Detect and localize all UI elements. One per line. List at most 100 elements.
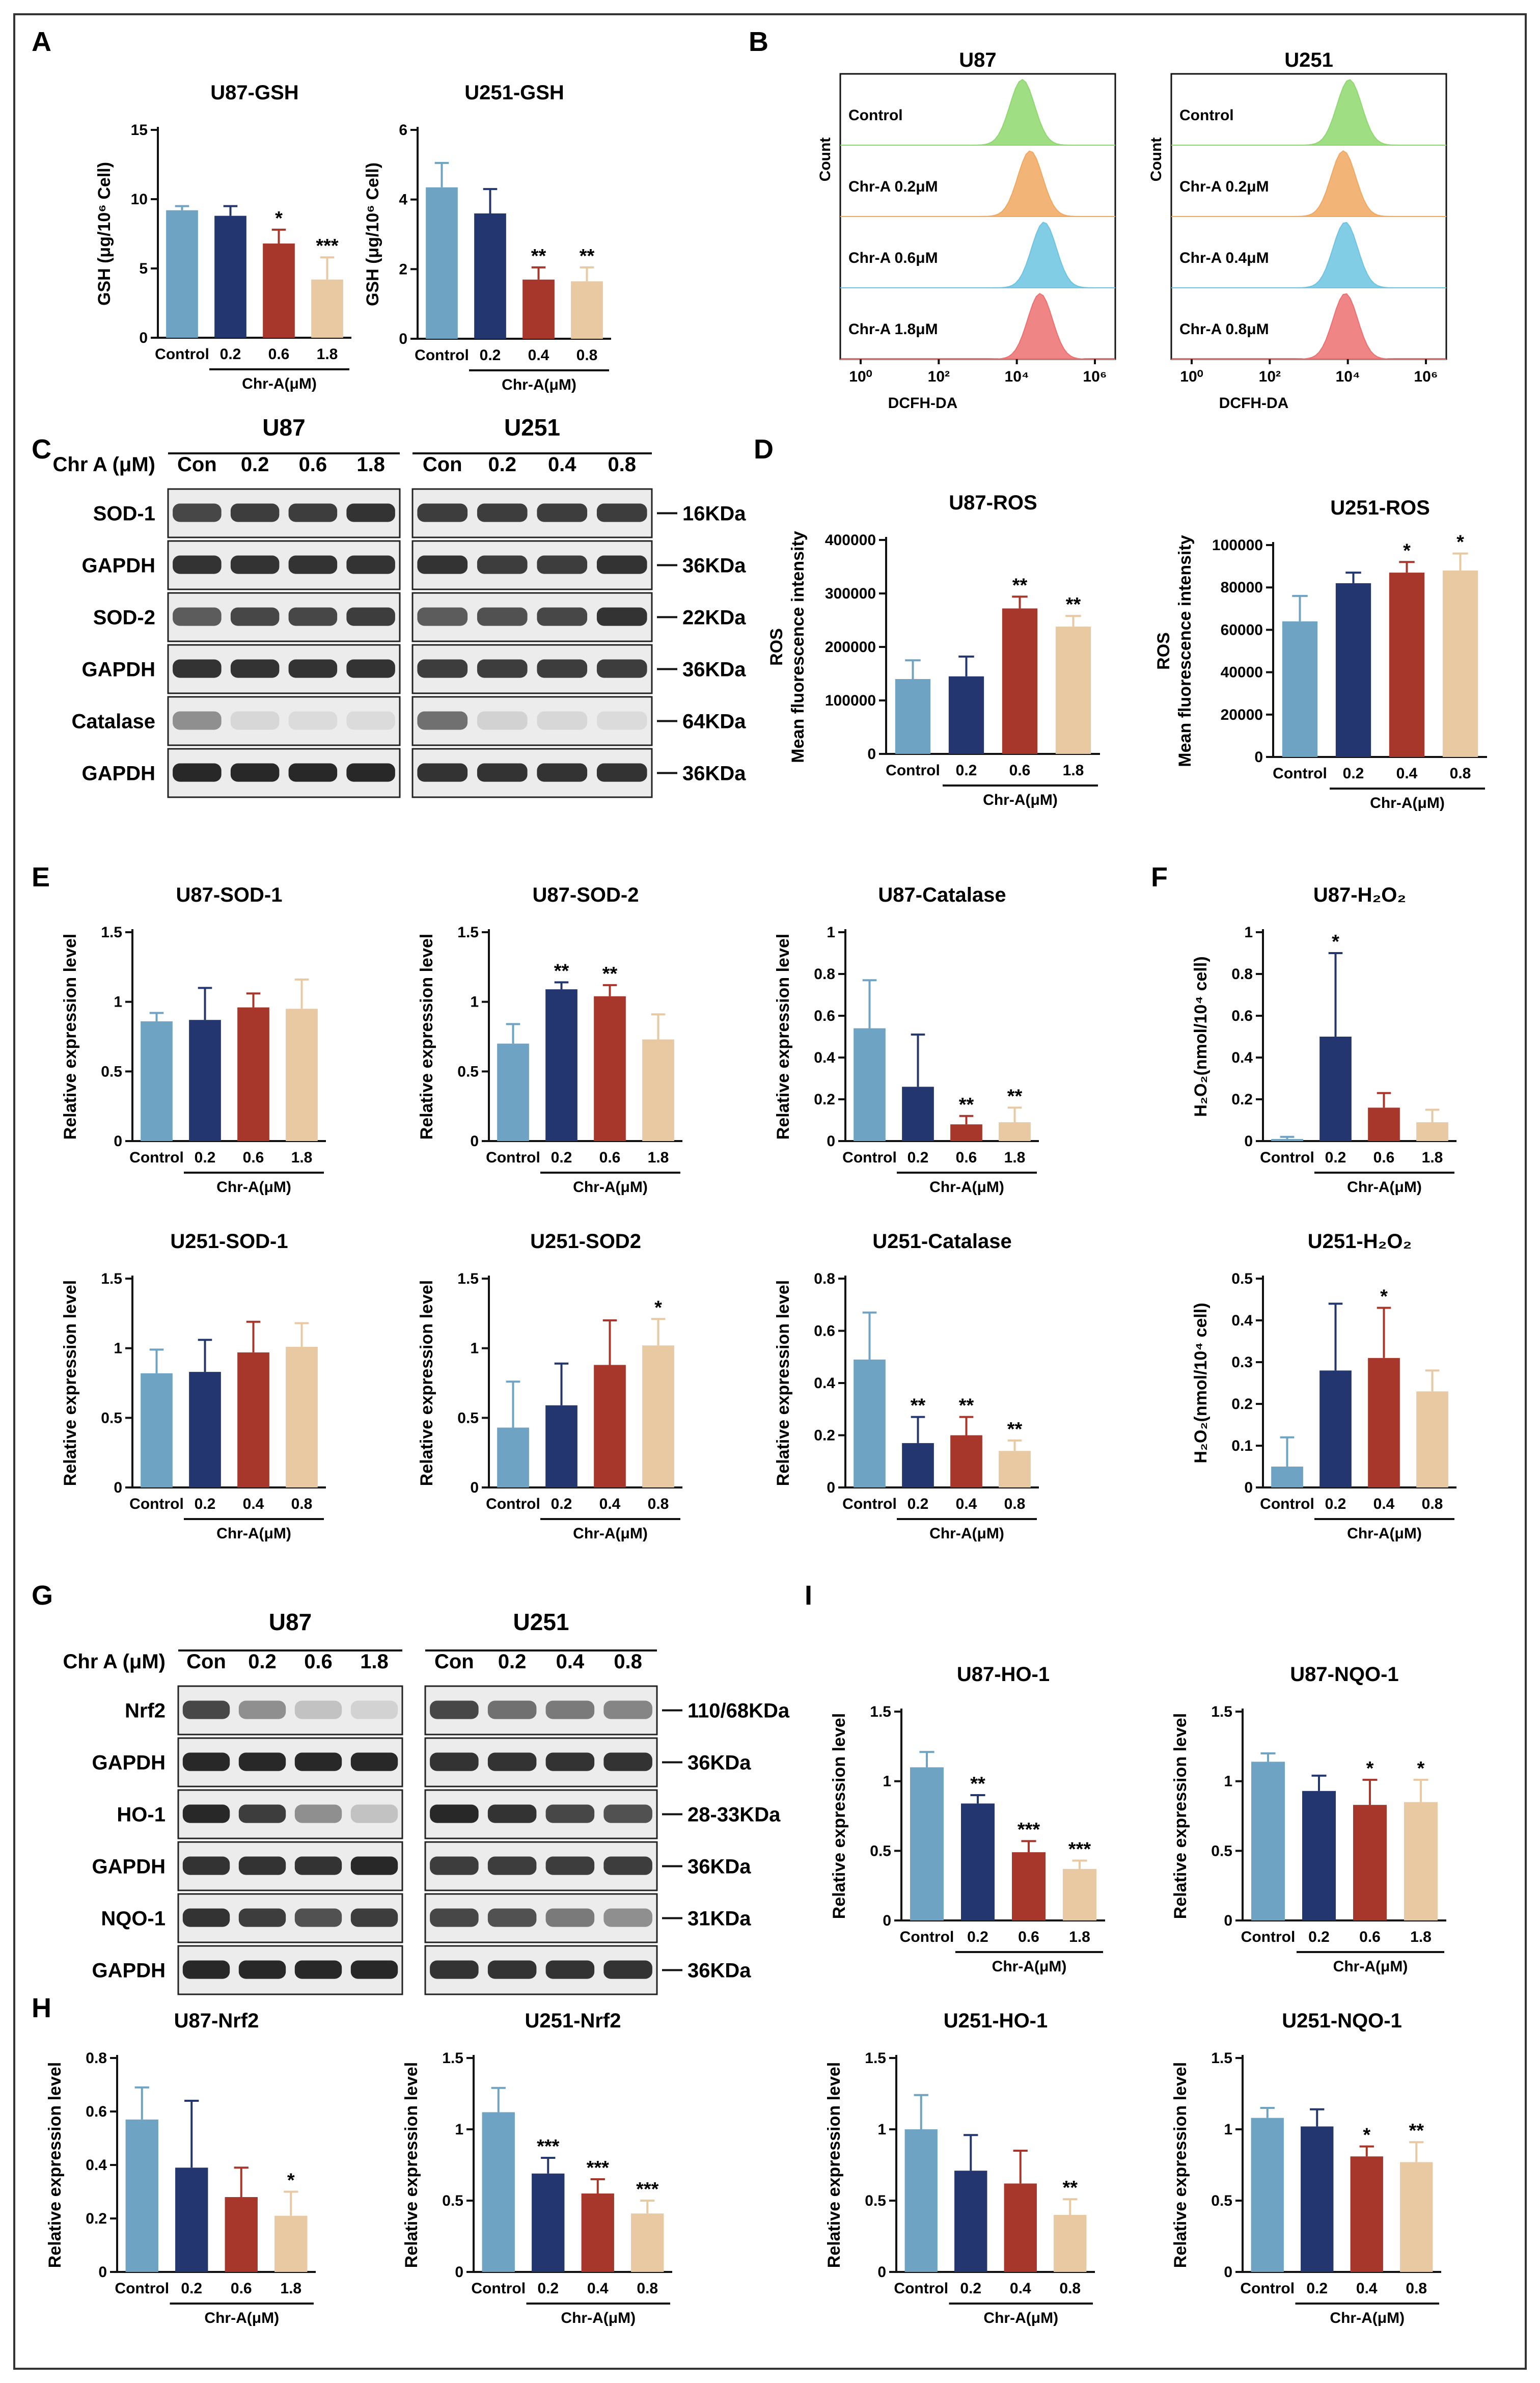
blot-c-band [477,607,528,626]
blot-g-band [430,1908,479,1927]
chart-e4-title: U251-SOD-1 [170,1230,288,1253]
blot-c-band [417,763,468,782]
chart-f1-bar [1368,1107,1400,1141]
blot-c-band [477,763,528,782]
chart-h1-significance: * [287,2170,295,2191]
chart-f2-y-tick-label: 0.5 [1231,1270,1253,1287]
chart-i4-y-tick-label: 0.5 [1211,2192,1232,2209]
chart-e4-y-tick-label: 0 [114,1479,122,1496]
chart-d2-bar [1389,573,1425,757]
chart-e5-y-tick-label: 0.5 [457,1410,479,1426]
chart-i4-bar [1350,2156,1383,2272]
blot-c-lane-label: 0.6 [299,453,327,476]
chart-h2-y-tick-label: 1 [455,2121,463,2138]
blot-g-lane-label: 0.4 [556,1650,585,1673]
chart-i2-y-tick-label: 1.5 [1211,1703,1232,1720]
chart-i3-x-tick-label: 0.8 [1059,2280,1081,2297]
flow-b2-histogram [1171,150,1446,217]
chart-e4-y-tick-label: 1.5 [101,1270,122,1287]
chart-h2-bar [631,2213,664,2272]
chart-i1-x-group-label: Chr-A(μM) [992,1958,1067,1975]
chart-a1-bar [263,243,295,338]
blot-c-band [346,763,395,782]
blot-g-band [545,1856,595,1875]
chart-i3-bar [1054,2215,1087,2272]
chart-f2-y-tick-label: 0 [1244,1479,1253,1496]
chart-a2-y-tick-label: 4 [399,192,407,208]
chart-e1-x-tick-label: 0.2 [195,1149,216,1166]
chart-e4-bar [286,1346,318,1487]
blot-g-band [294,1804,342,1823]
chart-e5-y-tick-label: 0 [470,1479,479,1496]
chart-i3-bar [954,2171,987,2272]
blot-g-band [294,1960,342,1979]
chart-e1-bar [141,1021,173,1141]
chart-d2-significance: * [1403,540,1411,561]
chart-i2-y-label: Relative expression level [1171,1713,1190,1919]
blot-c-band [230,659,280,678]
chart-i4-y-label: Relative expression level [1171,2062,1190,2268]
chart-e5-x-tick-label: 0.4 [599,1496,621,1512]
chart-h1-y-tick-label: 0.4 [86,2157,107,2174]
blot-c-band [346,711,395,730]
chart-e2-x-tick-label: 0.6 [599,1149,621,1166]
chart-i1-significance: *** [1018,1819,1040,1840]
chart-a2-y-tick-label: 2 [399,261,407,278]
flow-b1-histogram [840,293,1115,360]
chart-e3-x-group-label: Chr-A(μM) [929,1179,1004,1196]
flow-b2-row-label: Control [1179,107,1234,124]
blot-g-group1-label: U87 [269,1609,312,1635]
chart-d2-bar [1282,621,1318,757]
chart-f1-title: U87-H₂O₂ [1313,884,1406,906]
blot-c-band [537,763,588,782]
chart-e6-y-label: Relative expression level [774,1280,793,1486]
chart-d1-significance: ** [1066,594,1081,615]
chart-i4-x-group-label: Chr-A(μM) [1330,2310,1405,2326]
chart-h2-bar [581,2194,614,2272]
blot-c-band [346,555,395,574]
blot-g-row-label: Nrf2 [125,1700,166,1722]
chart-e3-x-tick-label: 0.6 [956,1149,977,1166]
chart-f1-y-tick-label: 0 [1244,1133,1253,1150]
chart-e2-bar [594,996,626,1141]
chart-i1-y-label: Relative expression level [830,1713,849,1919]
blot-g-band [238,1960,286,1979]
chart-i3-y-tick-label: 0.5 [865,2192,886,2209]
blot-g-size-label: 110/68KDa [688,1700,790,1722]
chart-e4-y-label: Relative expression level [61,1280,80,1486]
chart-i1-y-tick-label: 0 [883,1912,891,1929]
blot-g-band [238,1856,286,1875]
chart-e6-significance: ** [911,1395,926,1417]
blot-c-band [417,607,468,626]
blot-c-band [346,659,395,678]
chart-e3-x-tick-label: 0.2 [908,1149,929,1166]
blot-g-band [603,1804,652,1823]
chart-a2-x-tick-label: 0.8 [576,347,598,364]
chart-d2-bar [1335,583,1371,757]
chart-e5-bar [545,1405,578,1487]
chart-e6-x-group-label: Chr-A(μM) [929,1525,1004,1542]
chart-a2-significance: ** [580,246,595,267]
chart-h1-title: U87-Nrf2 [174,2010,259,2032]
chart-e5-x-group-label: Chr-A(μM) [573,1525,648,1542]
chart-h1-x-group-label: Chr-A(μM) [204,2310,279,2326]
chart-e5-bar [642,1345,674,1487]
chart-e2-significance: ** [554,960,569,982]
chart-d2-y-label: Mean fluorescence intensity [1175,535,1195,767]
chart-e3-y-tick-label: 0.2 [814,1091,835,1108]
blot-g-band [350,1804,398,1823]
blot-c-group1-label: U87 [262,414,305,441]
chart-h1-y-tick-label: 0.8 [86,2050,107,2067]
chart-f2-bar [1368,1358,1400,1487]
chart-d1-x-group-label: Chr-A(μM) [983,792,1058,808]
blot-g-band [487,1700,537,1719]
chart-a2-title: U251-GSH [464,82,564,104]
chart-e6-significance: ** [1007,1419,1023,1440]
chart-h2-bar [532,2173,565,2272]
blot-g-band [603,1752,652,1771]
chart-f1-y-tick-label: 0.2 [1231,1091,1253,1108]
blot-c-lane-label: Con [423,453,462,476]
chart-e2-x-tick-label: 0.2 [551,1149,572,1166]
flow-b1-x-tick-label: 10² [928,368,950,385]
blot-c-band [417,659,468,678]
